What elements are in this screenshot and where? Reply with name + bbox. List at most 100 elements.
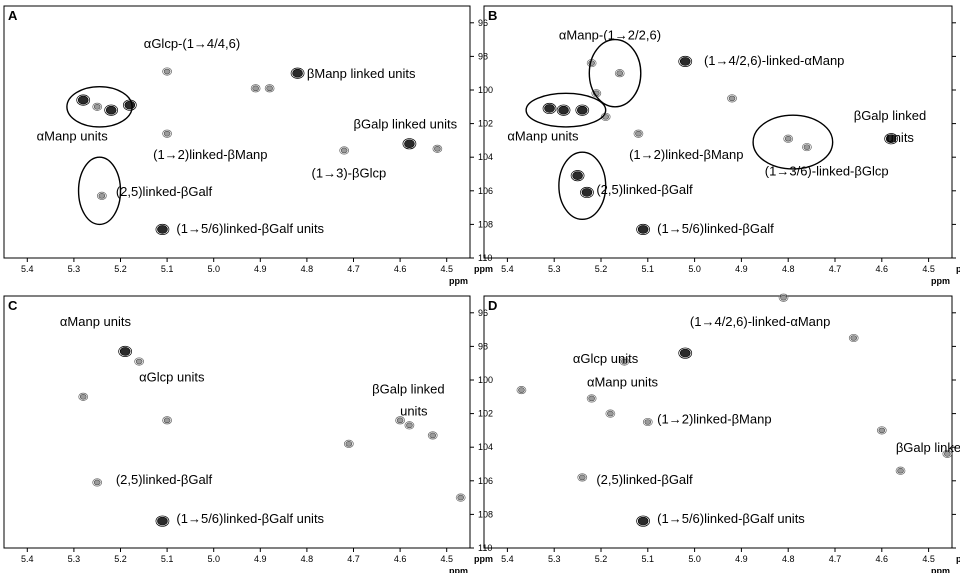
x-tick-label: 5.2 <box>595 264 608 274</box>
x-tick-label: 5.0 <box>207 264 220 274</box>
y-tick-label: 104 <box>478 442 493 452</box>
x-tick-label: 5.4 <box>501 554 514 564</box>
cross-peak-contour <box>633 129 644 138</box>
cross-peak <box>784 135 792 142</box>
cross-peak <box>93 104 101 110</box>
peak-annotation: (1→5/6)linked-βGalf units <box>657 511 805 526</box>
peak-annotation: αGlcp units <box>139 370 205 385</box>
x-axis-unit: ppm <box>449 566 468 573</box>
peak-annotation: (1→5/6)linked-βGalf units <box>176 221 324 236</box>
peak-annotation: αManp units <box>60 314 132 329</box>
cross-peak <box>803 144 811 150</box>
cross-peak-contour <box>432 144 443 153</box>
x-tick-label: 5.4 <box>21 264 34 274</box>
peak-annotation: αManp units <box>587 375 659 390</box>
cross-peak-contour <box>575 104 590 116</box>
cross-peak-contour <box>580 186 594 199</box>
peak-annotation: βGalp linked units <box>354 117 458 132</box>
cross-peak <box>679 348 691 358</box>
peak-annotation: (2,5)linked-βGalf <box>116 472 213 487</box>
x-tick-label: 4.5 <box>440 264 453 274</box>
highlight-ellipse <box>66 85 133 128</box>
cross-peak-contour <box>92 102 103 111</box>
cross-peak-contour <box>778 293 789 302</box>
x-tick-label: 5.0 <box>207 554 220 564</box>
cross-peak <box>77 95 89 105</box>
x-tick-label: 4.8 <box>301 554 314 564</box>
y-axis-unit: ppm <box>474 264 493 274</box>
peak-annotation: units <box>400 403 428 418</box>
x-tick-label: 4.9 <box>735 554 748 564</box>
peak-annotation: (1→2)linked-βManp <box>657 412 771 427</box>
cross-peak-contour <box>92 478 103 487</box>
cross-peak-contour <box>942 449 953 458</box>
cross-peak-contour <box>876 426 887 435</box>
highlight-ellipse <box>752 114 834 170</box>
cross-peak-contour <box>343 439 354 448</box>
cross-peak <box>457 494 464 501</box>
cross-peak <box>157 225 168 234</box>
y-tick-label: 102 <box>478 119 493 129</box>
cross-peak-contour <box>884 133 899 145</box>
peak-annotation: αGlcp-(1→4/4,6) <box>144 36 240 51</box>
panel-b: B5.45.35.25.15.04.94.84.74.64.5ppm969810… <box>483 5 960 286</box>
cross-peak-contour <box>162 416 172 425</box>
cross-peak <box>79 393 87 400</box>
y-tick-label: 104 <box>478 152 493 162</box>
cross-peak-contour <box>162 129 172 138</box>
cross-peak <box>157 516 168 526</box>
y-tick-label: 108 <box>478 509 493 519</box>
cross-peak-contour <box>636 515 650 527</box>
cross-peak <box>635 130 642 137</box>
cross-peak <box>581 188 593 197</box>
panel-label: A <box>8 8 18 23</box>
cross-peak <box>616 70 624 76</box>
peak-annotation: (1→4/2,6)-linked-αManp <box>690 314 830 329</box>
x-tick-label: 5.4 <box>501 264 514 274</box>
x-tick-label: 4.8 <box>782 554 795 564</box>
cross-peak-contour <box>678 55 693 67</box>
cross-peak <box>679 57 691 66</box>
peak-annotation: αGlcp units <box>573 351 639 366</box>
cross-peak-contour <box>678 347 693 359</box>
x-tick-label: 4.5 <box>922 554 935 564</box>
peak-annotation: αManp-(1→2/2,6) <box>559 28 661 43</box>
cross-peak <box>135 358 143 365</box>
cross-peak <box>637 516 649 526</box>
peak-annotation: αManp units <box>507 128 579 143</box>
cross-peak <box>292 68 303 78</box>
cross-peak-contour <box>339 146 350 155</box>
cross-peak-contour <box>577 473 588 482</box>
cross-peak <box>578 474 586 481</box>
cross-peak <box>728 95 736 102</box>
cross-peak-contour <box>155 223 170 235</box>
cross-peak-contour <box>455 493 466 502</box>
peak-annotation: (1→4/2,6)-linked-αManp <box>704 53 844 68</box>
cross-peak <box>878 427 886 434</box>
cross-peak <box>780 294 787 301</box>
cross-peak <box>850 335 858 341</box>
x-tick-label: 4.8 <box>301 264 314 274</box>
cross-peak <box>163 130 171 137</box>
panel-label: C <box>8 298 18 313</box>
cross-peak <box>105 105 117 115</box>
cross-peak-contour <box>155 515 170 527</box>
x-tick-label: 5.0 <box>688 264 701 274</box>
cross-peak <box>621 358 628 365</box>
cross-peak-contour <box>404 421 415 430</box>
peak-annotation: (2,5)linked-βGalf <box>116 184 213 199</box>
cross-peak <box>252 85 259 92</box>
cross-peak-contour <box>727 94 737 103</box>
x-tick-label: 5.1 <box>161 264 174 274</box>
cross-peak-contour <box>250 84 261 93</box>
y-tick-label: 106 <box>478 476 493 486</box>
cross-peak-contour <box>162 67 172 76</box>
peak-annotation: αManp units <box>37 128 109 143</box>
peak-annotation: βManp linked units <box>307 66 416 81</box>
x-tick-label: 4.6 <box>876 264 889 274</box>
y-tick-label: 96 <box>478 18 488 28</box>
plot-frame <box>3 5 471 259</box>
x-axis-unit: ppm <box>931 276 950 286</box>
cross-peak <box>98 193 106 199</box>
cross-peak-contour <box>97 191 107 200</box>
